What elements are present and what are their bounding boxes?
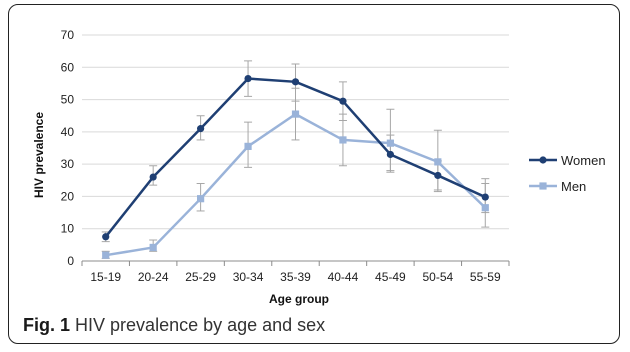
legend-label-women: Women	[561, 153, 606, 168]
y-tick-label: 10	[61, 222, 75, 236]
legend: Women Men	[529, 153, 606, 194]
tick-labels: 0 10 20 30 40 50 60 70 15-19 20-24 25-29 30-34 35-39…	[61, 28, 501, 284]
series-markers	[102, 74, 489, 259]
data-point-men	[102, 251, 110, 259]
y-tick-label: 40	[61, 125, 75, 139]
y-tick-label: 60	[61, 60, 75, 74]
x-tick-label: 55-59	[470, 270, 501, 284]
axes	[81, 260, 510, 266]
data-point-women	[244, 74, 252, 83]
legend-label-men: Men	[561, 179, 586, 194]
data-point-men	[197, 195, 205, 203]
data-point-women	[197, 125, 205, 133]
data-point-men	[481, 204, 489, 212]
data-point-men	[386, 139, 394, 147]
x-tick-label: 50-54	[422, 270, 453, 284]
x-tick-label: 15-19	[90, 270, 121, 284]
x-tick-label: 35-39	[280, 270, 311, 284]
line-chart: 0 10 20 30 40 50 60 70 15-19 20-24 25-29 30-34 35-39…	[32, 28, 606, 306]
legend-marker-women	[539, 156, 547, 164]
legend-item-women: Women	[529, 153, 606, 168]
x-tick-label: 30-34	[233, 270, 264, 284]
data-point-women	[291, 78, 300, 86]
data-point-women	[339, 97, 347, 105]
caption-text: HIV prevalence by age and sex	[75, 315, 326, 335]
data-point-women	[481, 193, 489, 201]
y-tick-label: 0	[67, 254, 74, 268]
y-tick-label: 20	[61, 189, 75, 203]
y-tick-label: 30	[61, 157, 75, 171]
data-point-men	[434, 158, 442, 166]
data-point-women	[386, 150, 394, 159]
x-tick-label: 45-49	[375, 270, 406, 284]
legend-item-men: Men	[529, 179, 586, 194]
figure-frame: 0 10 20 30 40 50 60 70 15-19 20-24 25-29 30-34 35-39…	[8, 4, 620, 344]
data-point-men	[149, 243, 157, 252]
figure-caption: Fig. 1 HIV prevalence by age and sex	[23, 315, 325, 336]
legend-marker-men	[539, 182, 547, 190]
data-point-men	[244, 142, 252, 150]
data-point-women	[149, 173, 157, 181]
y-tick-label: 50	[61, 93, 75, 107]
data-point-men	[291, 110, 300, 118]
x-tick-label: 40-44	[328, 270, 359, 284]
x-tick-label: 20-24	[138, 270, 169, 284]
data-point-women	[102, 233, 110, 241]
x-tick-label: 25-29	[185, 270, 216, 284]
y-tick-label: 70	[61, 28, 75, 42]
y-axis-title: HIV prevalence	[32, 112, 46, 198]
x-axis-title: Age group	[269, 292, 329, 306]
caption-label: Fig. 1	[23, 315, 71, 335]
data-point-men	[339, 136, 347, 144]
data-point-women	[434, 171, 442, 180]
